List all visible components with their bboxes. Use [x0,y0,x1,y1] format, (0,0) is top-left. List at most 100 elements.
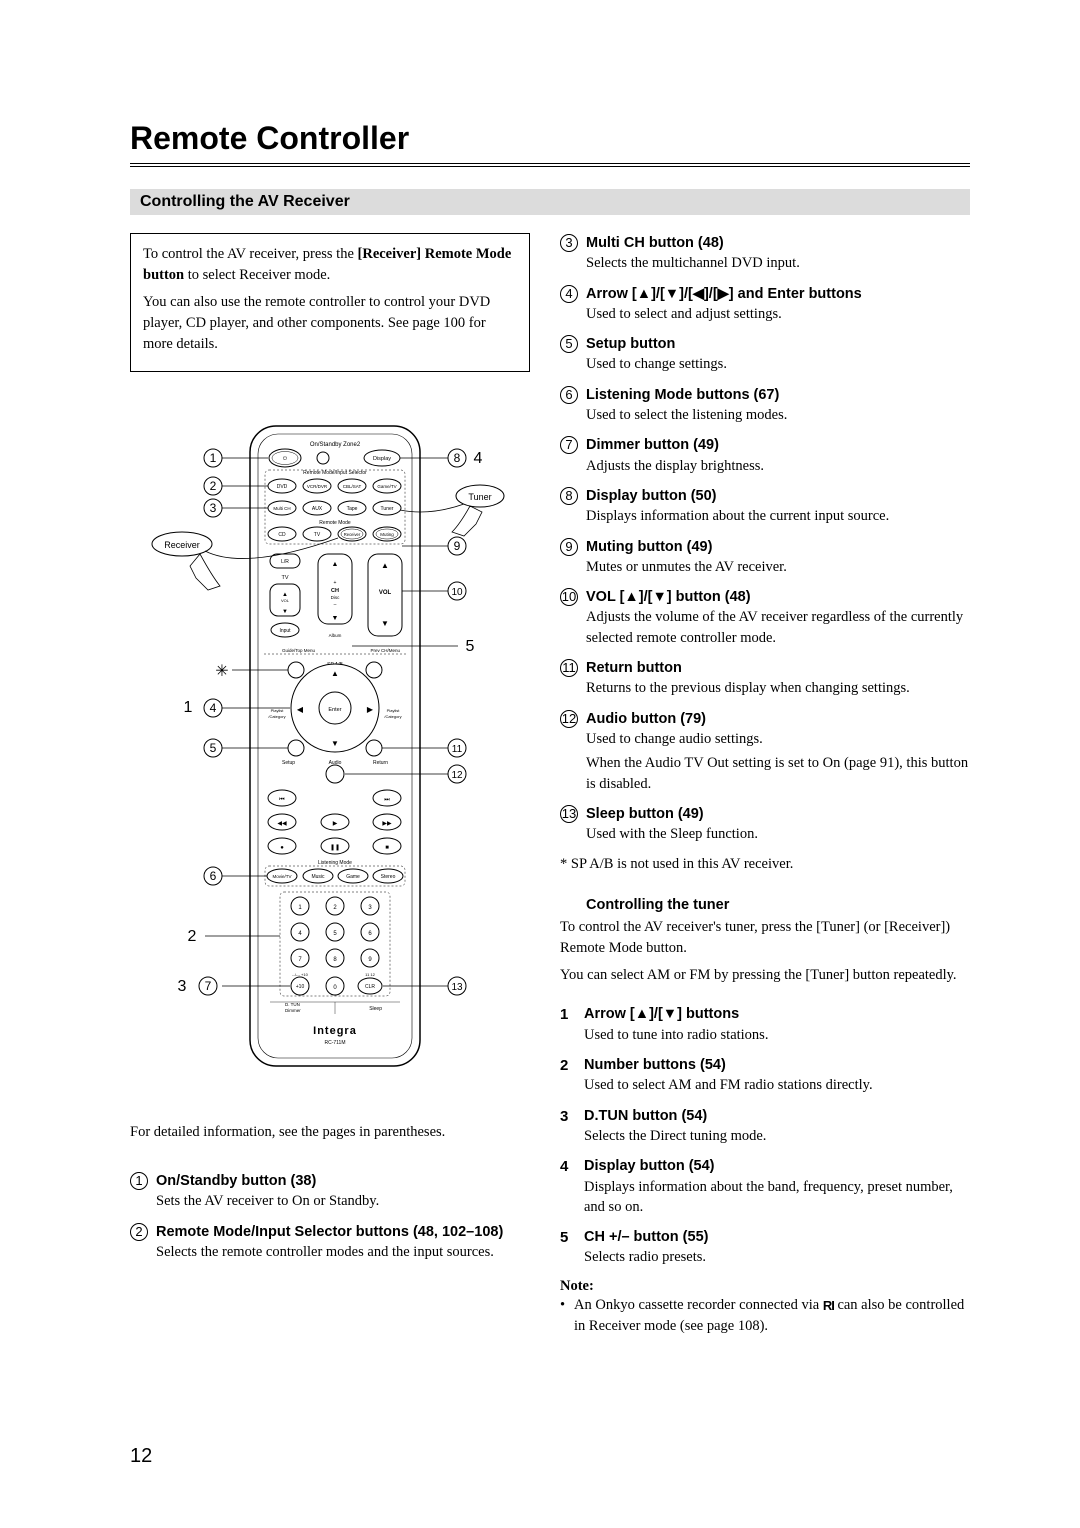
footnote: * SP A/B is not used in this AV receiver… [560,854,970,875]
item-body: Display button (54)Displays information … [584,1156,970,1217]
list-item: 12Audio button (79)Used to change audio … [560,709,970,794]
svg-text:⏻: ⏻ [283,456,287,462]
intro-box: To control the AV receiver, press the [R… [130,233,530,372]
svg-text:Receiver: Receiver [164,540,200,550]
svg-text:Music: Music [311,874,325,880]
item-body: On/Standby button (38) Sets the AV receiv… [156,1171,530,1212]
svg-text:Multi CH: Multi CH [273,506,290,511]
svg-text:Game: Game [346,874,360,880]
intro-text: To control the AV receiver, press the [143,246,358,262]
item-body: Arrow [▲]/[▼]/[◀]/[▶] and Enter buttonsU… [586,284,970,325]
column-left: To control the AV receiver, press the [R… [130,233,530,1337]
item-description: Selects the remote controller modes and … [156,1242,530,1262]
svg-text:13: 13 [451,982,463,993]
tuner-paragraph: To control the AV receiver's tuner, pres… [560,917,970,959]
right-item-list: 3Multi CH button (48)Selects the multich… [560,233,970,844]
svg-text:Tape: Tape [347,506,358,512]
svg-text:CLR: CLR [365,984,375,990]
svg-text:2: 2 [188,928,197,945]
svg-text:Sleep: Sleep [369,1006,382,1012]
item-body: Muting button (49) Mutes or unmutes the A… [586,537,970,578]
item-description: Selects the Direct tuning mode. [584,1126,970,1146]
svg-text:Return: Return [373,760,388,766]
item-title: Remote Mode/Input Selector buttons (48, … [156,1224,503,1240]
svg-text:7: 7 [205,979,212,993]
item-description: Selects the multichannel DVD input. [586,253,970,273]
list-item: 1 On/Standby button (38) Sets the AV recei… [130,1171,530,1212]
intro-text: You can also use the remote controller t… [143,292,517,355]
tuner-paragraph: You can select AM or FM by pressing the … [560,965,970,986]
svg-text:4: 4 [210,701,217,715]
note-heading: Note: [560,1278,970,1295]
svg-text:AUX: AUX [312,506,323,512]
note-body: • An Onkyo cassette recorder connected v… [560,1295,970,1337]
svg-text:▶▶: ▶▶ [382,821,392,827]
item-title: Sleep button (49) [586,806,704,822]
svg-text:Receiver: Receiver [344,532,361,537]
item-title: VOL [▲]/[▼] button (48) [586,589,751,605]
svg-text:Movie/TV: Movie/TV [272,874,291,879]
circled-number-icon: 11 [560,659,578,677]
svg-text:Muting: Muting [380,532,394,537]
item-description: Used with the Sleep function. [586,824,970,844]
svg-text:VOL: VOL [379,590,392,596]
page-number: 12 [130,1445,152,1468]
svg-text:11 12: 11 12 [365,972,375,977]
svg-text:▼: ▼ [381,619,389,628]
svg-text:Input: Input [279,628,291,634]
list-item: 1Arrow [▲]/[▼] buttonsUsed to tune into … [560,1004,970,1045]
svg-text:Stereo: Stereo [381,874,396,880]
item-description: Used to tune into radio stations. [584,1025,970,1045]
item-description: Selects radio presets. [584,1247,970,1267]
svg-text:Playlist: Playlist [271,708,285,713]
item-title: Dimmer button (49) [586,437,719,453]
item-title: Setup button [586,336,675,352]
item-title: On/Standby button (38) [156,1173,316,1189]
svg-text:⏭: ⏭ [384,797,390,803]
svg-text:■: ■ [385,845,389,851]
svg-text:▲: ▲ [332,561,339,568]
svg-text:TV: TV [281,575,288,581]
svg-text:2: 2 [210,479,217,493]
svg-text:CD: CD [278,532,286,538]
list-item: 2Remote Mode/Input Selector buttons (48,… [130,1222,530,1263]
circled-number-icon: 9 [560,538,578,556]
svg-text:5: 5 [466,638,475,655]
svg-text:▼: ▼ [331,739,339,748]
svg-text:Dimmer: Dimmer [285,1008,301,1013]
svg-text:On/Standby Zone2: On/Standby Zone2 [310,442,361,448]
list-item: 10VOL [▲]/[▼] button (48)Adjusts the vol… [560,587,970,648]
svg-text:CBL/SAT: CBL/SAT [343,484,362,489]
svg-text:▲: ▲ [381,561,389,570]
svg-text:▶: ▶ [367,705,374,714]
list-item: 4Arrow [▲]/[▼]/[◀]/[▶] and Enter buttons… [560,284,970,325]
title-rule [130,163,970,167]
item-description: When the Audio TV Out setting is set to … [586,753,970,794]
svg-text:CH: CH [331,588,339,594]
circled-number-icon: 5 [560,335,578,353]
list-item: 5CH +/– button (55)Selects radio presets… [560,1227,970,1268]
list-item: 6Listening Mode buttons (67)Used to sele… [560,385,970,426]
ri-icon: RI [823,1297,834,1316]
circled-number-icon: 7 [560,436,578,454]
svg-text:◀◀: ◀◀ [277,821,287,827]
circled-number-icon: 8 [560,487,578,505]
item-title: Muting button (49) [586,539,712,555]
svg-text:▼: ▼ [332,615,339,622]
intro-text: to select Receiver mode. [184,267,330,283]
svg-text:1: 1 [210,451,217,465]
list-item: 3D.TUN button (54)Selects the Direct tun… [560,1106,970,1147]
svg-text:10: 10 [451,587,463,598]
item-description: Mutes or unmutes the AV receiver. [586,557,970,577]
item-description: Displays information about the band, fre… [584,1177,970,1218]
item-title: Audio button (79) [586,711,706,727]
list-item: 7Dimmer button (49)Adjusts the display b… [560,435,970,476]
svg-text:Game/TV: Game/TV [377,484,396,489]
item-description: Sets the AV receiver to On or Standby. [156,1191,530,1211]
section-heading: Controlling the AV Receiver [130,189,970,215]
column-right: 3Multi CH button (48)Selects the multich… [560,233,970,1337]
item-body: Number buttons (54)Used to select AM and… [584,1055,970,1096]
circled-number-icon: 1 [130,1172,148,1190]
circled-number-icon: 13 [560,805,578,823]
svg-text:Album: Album [329,633,342,638]
